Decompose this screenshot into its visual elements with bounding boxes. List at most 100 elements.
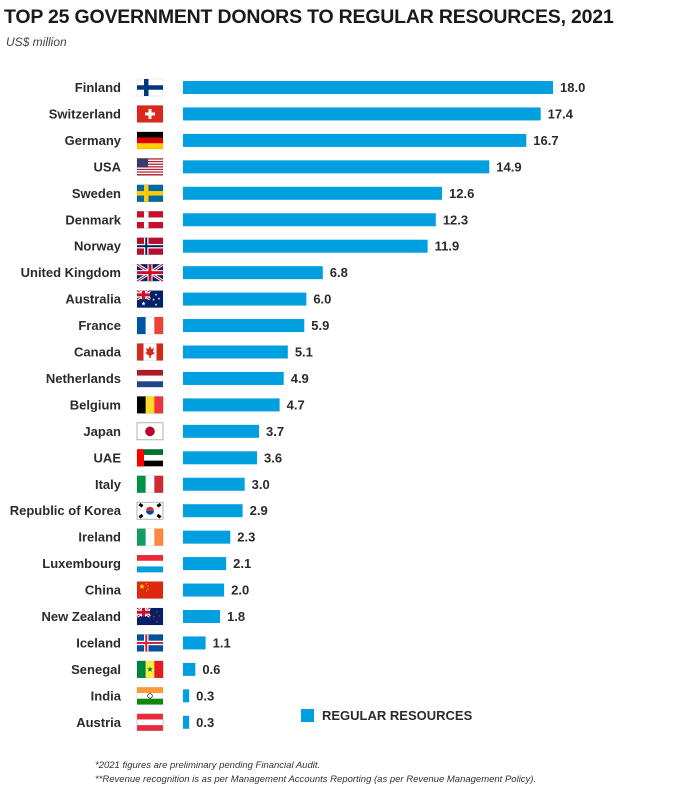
- value-label: 2.3: [237, 530, 255, 545]
- value-label: 17.4: [548, 106, 574, 121]
- china-flag-icon: [136, 581, 164, 599]
- bar: [183, 583, 225, 597]
- bar: [183, 557, 227, 571]
- category-label: USA: [94, 159, 122, 174]
- value-label: 5.9: [311, 318, 329, 333]
- bar: [183, 239, 428, 253]
- bar: [183, 345, 288, 359]
- legend-swatch: [301, 709, 314, 722]
- value-label: 5.1: [295, 345, 313, 360]
- value-label: 0.6: [202, 662, 220, 677]
- category-label: Canada: [74, 345, 122, 360]
- category-label: Sweden: [72, 186, 121, 201]
- bar: [183, 133, 527, 147]
- bar: [183, 662, 196, 676]
- bar: [183, 266, 323, 280]
- bar: [183, 477, 245, 491]
- category-label: Ireland: [78, 530, 121, 545]
- new-zealand-flag-icon: [136, 606, 164, 626]
- italy-flag-icon: [136, 475, 164, 493]
- value-label: 1.8: [227, 609, 245, 624]
- category-label: Italy: [95, 477, 122, 492]
- value-label: 3.0: [252, 477, 270, 492]
- category-label: Republic of Korea: [10, 503, 122, 518]
- sweden-flag-icon: [136, 184, 164, 203]
- india-flag-icon: [136, 687, 164, 705]
- chart-unit-label: US$ million: [6, 35, 67, 49]
- value-label: 11.9: [435, 239, 460, 254]
- value-label: 18.0: [560, 80, 585, 95]
- category-label: India: [91, 688, 122, 703]
- bar: [183, 636, 206, 650]
- bar: [183, 424, 260, 438]
- canada-flag-icon: [136, 343, 164, 361]
- japan-flag-icon: [136, 422, 164, 441]
- bar: [183, 504, 243, 518]
- value-label: 2.9: [250, 503, 268, 518]
- france-flag-icon: [136, 316, 164, 335]
- value-label: 6.8: [330, 265, 348, 280]
- bar: [183, 81, 553, 94]
- finland-flag-icon: [136, 78, 164, 97]
- uk-flag-icon: [136, 262, 164, 283]
- senegal-flag-icon: [136, 660, 164, 679]
- category-label: Australia: [65, 292, 121, 307]
- luxembourg-flag-icon: [136, 554, 164, 573]
- category-label: Netherlands: [46, 371, 121, 386]
- value-label: 14.9: [496, 159, 521, 174]
- bar: [183, 213, 436, 227]
- usa-flag-icon: [136, 158, 164, 176]
- category-label: Finland: [75, 80, 121, 95]
- category-label: New Zealand: [42, 609, 122, 624]
- value-label: 2.1: [233, 556, 251, 571]
- value-label: 6.0: [313, 292, 331, 307]
- category-label: Japan: [83, 424, 121, 439]
- switzerland-flag-icon: [136, 105, 164, 123]
- bar: [183, 451, 257, 465]
- value-label: 16.7: [533, 133, 558, 148]
- bar: [183, 160, 490, 174]
- bar: [183, 319, 305, 333]
- category-label: Belgium: [70, 397, 121, 412]
- germany-flag-icon: [136, 131, 164, 150]
- bar: [183, 610, 220, 623]
- category-label: Iceland: [76, 635, 121, 650]
- value-label: 3.7: [266, 424, 284, 439]
- category-label: France: [78, 318, 121, 333]
- chart-title: TOP 25 GOVERNMENT DONORS TO REGULAR RESO…: [4, 6, 614, 28]
- denmark-flag-icon: [136, 211, 164, 229]
- bar-chart: Finland 18.0 Switzerland 17.4 Germany 16.7 USA…: [10, 78, 585, 732]
- uae-flag-icon: [136, 449, 164, 467]
- category-label: UAE: [94, 450, 122, 465]
- category-label: Denmark: [65, 212, 121, 227]
- category-label: Luxembourg: [42, 556, 121, 571]
- value-label: 4.7: [287, 397, 305, 412]
- australia-flag-icon: [136, 289, 164, 308]
- bar: [183, 292, 307, 306]
- value-label: 12.6: [449, 186, 474, 201]
- bar: [183, 107, 541, 121]
- korea-flag-icon: [136, 501, 164, 520]
- iceland-flag-icon: [136, 634, 164, 652]
- value-label: 2.0: [231, 583, 249, 598]
- bar: [183, 371, 284, 385]
- value-label: 0.3: [196, 715, 214, 730]
- category-label: Austria: [76, 715, 122, 730]
- norway-flag-icon: [136, 237, 164, 255]
- value-label: 4.9: [291, 371, 309, 386]
- netherlands-flag-icon: [136, 369, 164, 388]
- legend-label: REGULAR RESOURCES: [322, 708, 473, 723]
- category-label: China: [85, 583, 122, 598]
- value-label: 0.3: [196, 688, 214, 703]
- belgium-flag-icon: [136, 396, 164, 414]
- value-label: 12.3: [443, 212, 468, 227]
- ireland-flag-icon: [136, 528, 164, 546]
- bar: [183, 530, 231, 544]
- austria-flag-icon: [136, 713, 164, 732]
- category-label: United Kingdom: [21, 265, 121, 280]
- footnote-1: *2021 figures are preliminary pending Fi…: [95, 760, 321, 771]
- bar: [183, 689, 190, 703]
- legend: REGULAR RESOURCES: [301, 708, 473, 723]
- category-label: Switzerland: [49, 106, 121, 121]
- value-label: 3.6: [264, 450, 282, 465]
